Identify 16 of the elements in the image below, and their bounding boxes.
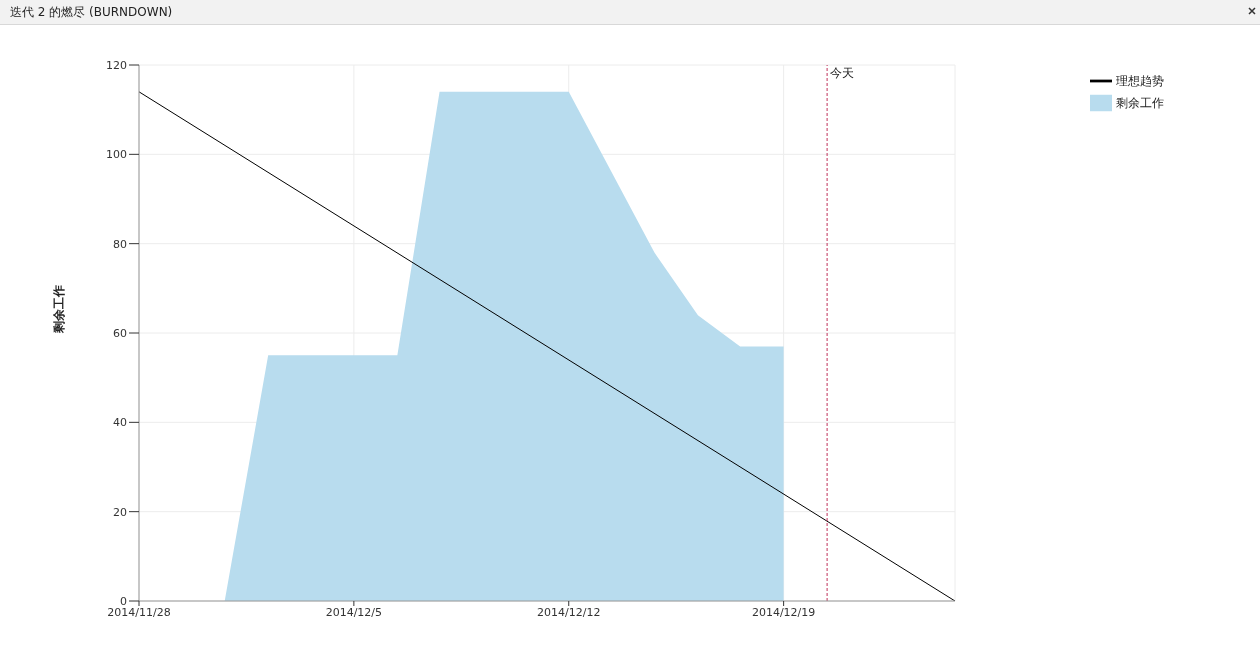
chart-title: 迭代 2 的燃尽 (BURNDOWN) [0, 0, 1260, 25]
y-tick-label: 60 [113, 326, 127, 340]
legend-label: 理想趋势 [1116, 73, 1164, 88]
ref-line-label: 今天 [830, 65, 855, 80]
y-tick-label: 20 [113, 505, 127, 519]
y-tick-label: 120 [106, 58, 127, 72]
y-axis-title: 剩余工作 [52, 285, 67, 334]
legend-label: 剩余工作 [1116, 95, 1164, 110]
x-tick-label: 2014/12/12 [537, 605, 601, 619]
y-tick-label: 0 [120, 594, 127, 608]
x-tick-label: 2014/11/28 [107, 605, 171, 619]
y-tick-label: 100 [106, 148, 127, 162]
x-tick-label: 2014/12/19 [751, 605, 816, 619]
y-tick-label: 40 [113, 416, 127, 430]
y-tick-label: 80 [113, 237, 127, 251]
x-tick-label: 2014/12/5 [325, 605, 383, 619]
